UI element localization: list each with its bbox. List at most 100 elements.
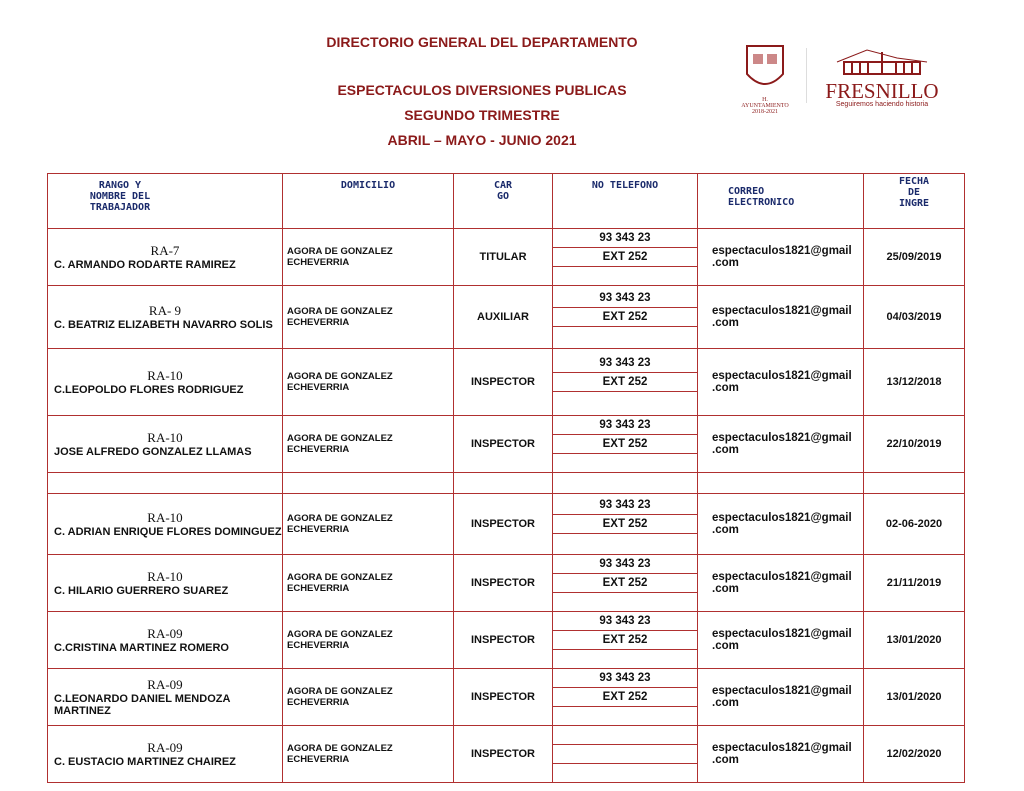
table-row: RA-09 C. EUSTACIO MARTINEZ CHAIREZ AGORA … — [47, 725, 965, 783]
phone-cell: 93 343 23 EXT 252 — [552, 285, 698, 349]
phone: 93 343 23 — [553, 354, 697, 373]
phone-blank — [553, 392, 697, 410]
table-row: RA-10 JOSE ALFREDO GONZALEZ LLAMAS AGORA … — [47, 415, 965, 473]
col-date: FECHA DE INGRE — [863, 173, 965, 229]
role: INSPECTOR — [453, 554, 553, 612]
table-row: RA- 9 C. BEATRIZ ELIZABETH NAVARRO SOLIS … — [47, 285, 965, 349]
name-cell: RA-7 C. ARMANDO RODARTE RAMIREZ — [47, 228, 283, 286]
table-header-row: RANGO Y NOMBRE DEL TRABAJADOR DOMICILIO … — [47, 173, 965, 229]
address: AGORA DE GONZALEZ ECHEVERRIA — [282, 725, 454, 783]
hire-date: 13/12/2018 — [863, 348, 965, 416]
phone-blank — [553, 327, 697, 345]
email: espectaculos1821@gmail .com — [697, 493, 864, 555]
address: AGORA DE GONZALEZ ECHEVERRIA — [282, 348, 454, 416]
email: espectaculos1821@gmail .com — [697, 348, 864, 416]
rank: RA-10 — [147, 569, 183, 584]
phone: 93 343 23 — [553, 289, 697, 308]
phone-cell: 93 343 23 EXT 252 — [552, 611, 698, 669]
email: espectaculos1821@gmail .com — [697, 725, 864, 783]
role: AUXILIAR — [453, 285, 553, 349]
table-row: RA-10 C.LEOPOLDO FLORES RODRIGUEZ AGORA D… — [47, 348, 965, 416]
phone-cell: 93 343 23 EXT 252 — [552, 228, 698, 286]
worker-name: C.LEONARDO DANIEL MENDOZA MARTINEZ — [54, 693, 230, 717]
divider — [806, 48, 807, 103]
phone: 93 343 23 — [553, 496, 697, 515]
name-cell: RA-10 C. ADRIAN ENRIQUE FLORES DOMINGUEZ — [47, 493, 283, 555]
phone-cell: 93 343 23 EXT 252 — [552, 554, 698, 612]
rank: RA-10 — [147, 368, 183, 383]
col-email: CORREO ELECTRONICO — [697, 173, 864, 229]
address: AGORA DE GONZALEZ ECHEVERRIA — [282, 285, 454, 349]
worker-name: C. EUSTACIO MARTINEZ CHAIREZ — [54, 756, 236, 768]
col-address: DOMICILIO — [282, 173, 454, 229]
doc-period: SEGUNDO TRIMESTRE — [404, 107, 560, 123]
worker-name: JOSE ALFREDO GONZALEZ LLAMAS — [54, 446, 252, 458]
address: AGORA DE GONZALEZ ECHEVERRIA — [282, 493, 454, 555]
name-cell: RA-10 C. HILARIO GUERRERO SUAREZ — [47, 554, 283, 612]
address: AGORA DE GONZALEZ ECHEVERRIA — [282, 415, 454, 473]
phone-cell: 93 343 23 EXT 252 — [552, 668, 698, 726]
phone-blank — [553, 454, 697, 472]
rank: RA-09 — [147, 740, 183, 755]
extension: EXT 252 — [553, 435, 697, 454]
extension: EXT 252 — [553, 373, 697, 392]
name-cell: RA-09 C.LEONARDO DANIEL MENDOZA MARTINEZ — [47, 668, 283, 726]
phone-blank — [553, 650, 697, 668]
extension: EXT 252 — [553, 631, 697, 650]
email: espectaculos1821@gmail .com — [697, 285, 864, 349]
rank: RA-7 — [150, 243, 180, 258]
phone: 93 343 23 — [553, 416, 697, 435]
address: AGORA DE GONZALEZ ECHEVERRIA — [282, 668, 454, 726]
extension — [553, 745, 697, 764]
phone-blank — [553, 707, 697, 725]
hire-date: 04/03/2019 — [863, 285, 965, 349]
name-cell: RA-10 C.LEOPOLDO FLORES RODRIGUEZ — [47, 348, 283, 416]
email: espectaculos1821@gmail .com — [697, 611, 864, 669]
blank-row — [47, 472, 965, 494]
phone-cell — [552, 725, 698, 783]
staff-directory-table: RANGO Y NOMBRE DEL TRABAJADOR DOMICILIO … — [47, 173, 965, 783]
role: INSPECTOR — [453, 348, 553, 416]
table-row: RA-10 C. HILARIO GUERRERO SUAREZ AGORA DE… — [47, 554, 965, 612]
doc-title: DIRECTORIO GENERAL DEL DEPARTAMENTO — [326, 34, 638, 50]
address: AGORA DE GONZALEZ ECHEVERRIA — [282, 611, 454, 669]
hire-date: 13/01/2020 — [863, 611, 965, 669]
fresnillo-logo: FRESNILLO Seguiremos haciendo historia — [822, 48, 942, 108]
table-row: RA-09 C.CRISTINA MARTINEZ ROMERO AGORA DE… — [47, 611, 965, 669]
phone: 93 343 23 — [553, 229, 697, 248]
hire-date: 13/01/2020 — [863, 668, 965, 726]
email: espectaculos1821@gmail .com — [697, 554, 864, 612]
doc-months: ABRIL – MAYO - JUNIO 2021 — [387, 132, 577, 148]
phone-blank — [553, 534, 697, 552]
phone: 93 343 23 — [553, 612, 697, 631]
extension: EXT 252 — [553, 308, 697, 327]
worker-name: C.LEOPOLDO FLORES RODRIGUEZ — [54, 384, 244, 396]
role: TITULAR — [453, 228, 553, 286]
extension: EXT 252 — [553, 688, 697, 707]
hire-date: 21/11/2019 — [863, 554, 965, 612]
role: INSPECTOR — [453, 725, 553, 783]
email: espectaculos1821@gmail .com — [697, 668, 864, 726]
phone: 93 343 23 — [553, 669, 697, 688]
rank: RA- 9 — [148, 303, 182, 318]
worker-name: C. ADRIAN ENRIQUE FLORES DOMINGUEZ — [54, 526, 282, 538]
rank: RA-10 — [147, 430, 183, 445]
rank: RA-09 — [147, 677, 183, 692]
email: espectaculos1821@gmail .com — [697, 415, 864, 473]
col-role: CAR GO — [453, 173, 553, 229]
worker-name: C. BEATRIZ ELIZABETH NAVARRO SOLIS — [54, 319, 273, 331]
doc-subtitle: ESPECTACULOS DIVERSIONES PUBLICAS — [337, 82, 627, 98]
ayuntamiento-seal-logo: H. AYUNTAMIENTO 2018-2021 — [740, 42, 790, 115]
name-cell: RA- 9 C. BEATRIZ ELIZABETH NAVARRO SOLIS — [47, 285, 283, 349]
worker-name: C.CRISTINA MARTINEZ ROMERO — [54, 642, 229, 654]
name-cell: RA-09 C.CRISTINA MARTINEZ ROMERO — [47, 611, 283, 669]
col-name: RANGO Y NOMBRE DEL TRABAJADOR — [47, 173, 283, 229]
worker-name: C. ARMANDO RODARTE RAMIREZ — [54, 259, 236, 271]
name-cell: RA-09 C. EUSTACIO MARTINEZ CHAIREZ — [47, 725, 283, 783]
hire-date: 25/09/2019 — [863, 228, 965, 286]
phone-cell: 93 343 23 EXT 252 — [552, 493, 698, 555]
hire-date: 22/10/2019 — [863, 415, 965, 473]
address: AGORA DE GONZALEZ ECHEVERRIA — [282, 554, 454, 612]
phone-blank — [553, 267, 697, 285]
phone: 93 343 23 — [553, 555, 697, 574]
